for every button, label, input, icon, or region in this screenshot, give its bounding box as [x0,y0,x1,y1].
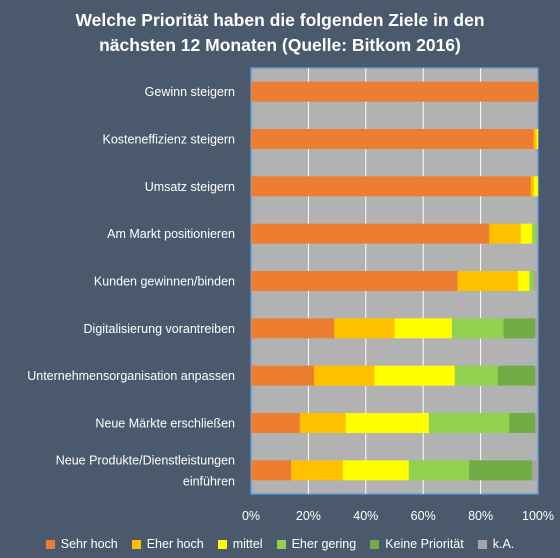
legend-swatch [370,539,380,549]
x-tick-label: 60% [411,509,436,523]
bar-segment [509,413,536,433]
bar-segment [533,271,538,291]
bar-segment [299,413,346,433]
bar-segment [517,271,530,291]
chart-legend: Sehr hoch Eher hoch mittel Eher gering Keine… [0,534,560,554]
bar-segment [251,460,292,481]
bar-segment [314,365,375,386]
bar-segment [251,81,538,102]
bar-segment [503,318,536,339]
x-tick-label: 0% [242,509,260,523]
legend-item: Sehr hoch [45,537,118,551]
category-label: Unternehmensorganisation anpassen [27,369,235,383]
category-label: Kunden gewinnen/binden [94,275,235,289]
bar-segment [520,223,533,244]
bar-segment [251,271,458,291]
legend-swatch [477,539,487,549]
legend-item: Eher gering [276,537,357,551]
bar-segment [529,271,534,291]
bar-segment [342,460,409,481]
legend-label: Eher gering [291,537,357,551]
category-label: Neue Produkte/Dienstleistungen [56,453,235,467]
legend-label: Sehr hoch [60,537,118,551]
x-tick-label: 100% [522,509,554,523]
category-label: Kosteneffizienz steigern [103,133,236,147]
bar-segment [345,413,429,433]
bar-segment [535,413,538,433]
bar-segment [497,365,536,386]
legend-label: Keine Priorität [385,537,464,551]
bar-segment [535,365,538,386]
category-label: Neue Märkte erschließen [95,417,235,431]
legend-label: mittel [232,537,263,551]
bar-segment [251,318,335,339]
chart-title-line-1: Welche Priorität haben die folgenden Zie… [75,10,485,30]
bar-segment [533,129,537,149]
x-tick-label: 40% [353,509,378,523]
bar-segment [251,129,534,149]
legend-item: mittel [217,537,263,551]
category-label: Digitalisierung vorantreiben [84,322,236,336]
bar-segment [408,460,470,481]
chart-title-line-2: nächsten 12 Monaten (Quelle: Bitkom 2016… [99,35,461,55]
category-label: Umsatz steigern [145,180,235,194]
bar-segment [394,318,452,339]
bar-segment [454,365,498,386]
bar-segment [334,318,395,339]
bar-segment [451,318,504,339]
bar-segment [251,365,315,386]
x-tick-label: 20% [296,509,321,523]
x-tick-label: 80% [468,509,493,523]
bar-segment [428,413,510,433]
bar-segment [535,318,538,339]
bar-segment [536,129,538,149]
bar-segment [374,365,455,386]
legend-swatch [276,539,286,549]
bar-segment [291,460,343,481]
chart-svg: 0% 20% 40% 60% 80% 100% Gewinn steigern Kostene… [27,67,554,523]
legend-label: k.A. [492,537,515,551]
bar-segment [533,176,538,197]
bar-segment [251,223,490,244]
legend-label: Eher hoch [146,537,204,551]
bar-segment [469,460,533,481]
bar-segment [536,223,538,244]
legend-swatch [217,539,227,549]
bar-segment [532,460,538,481]
legend-item: k.A. [477,537,515,551]
bar-segment [251,176,531,197]
bar-segment [530,176,534,197]
legend-item: Keine Priorität [370,537,464,551]
category-label: Am Markt positionieren [107,227,235,241]
legend-swatch [45,539,55,549]
legend-swatch [131,539,141,549]
bar-segment [251,413,300,433]
legend-item: Eher hoch [131,537,204,551]
bar-segment [532,223,537,244]
bar-segment [457,271,518,291]
chart-title: Welche Priorität haben die folgenden Zie… [0,8,560,58]
bar-segment [489,223,521,244]
category-label: Gewinn steigern [145,85,235,99]
category-label: einführen [183,474,235,488]
